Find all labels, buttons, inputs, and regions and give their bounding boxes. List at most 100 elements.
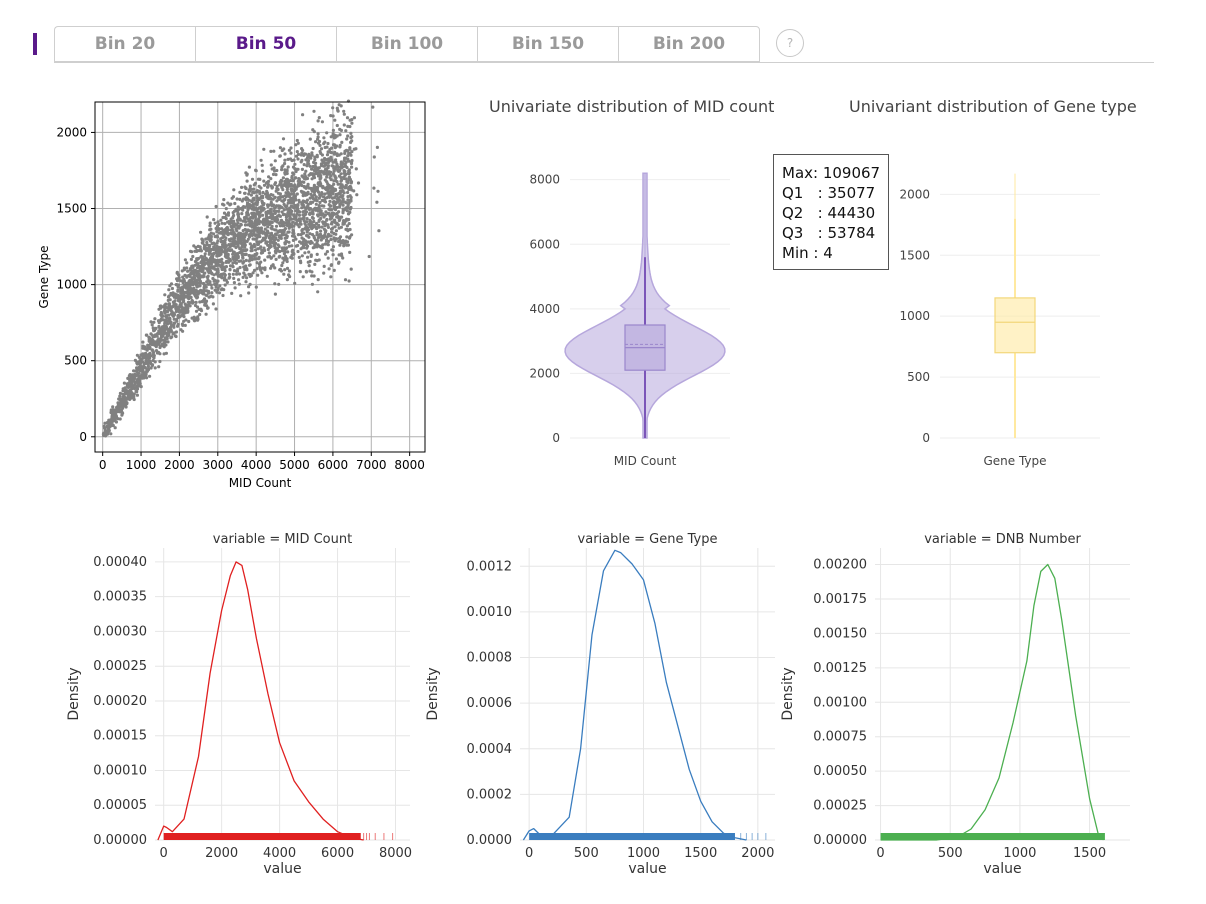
scatter-point	[299, 261, 303, 265]
scatter-point	[120, 410, 124, 414]
scatter-point	[179, 297, 183, 301]
scatter-point	[208, 221, 212, 225]
scatter-point	[308, 222, 312, 226]
scatter-point	[234, 261, 238, 265]
scatter-point	[227, 238, 231, 242]
scatter-point	[337, 169, 341, 173]
scatter-point	[245, 276, 249, 280]
scatter-point	[195, 285, 199, 289]
scatter-point	[342, 112, 346, 116]
scatter-point	[238, 217, 242, 221]
scatter-point	[137, 371, 141, 375]
scatter-point	[249, 231, 253, 235]
scatter-point	[307, 250, 311, 254]
scatter-point	[291, 220, 295, 224]
scatter-point	[340, 186, 344, 190]
scatter-point	[220, 257, 224, 261]
tab-bin-20[interactable]: Bin 20	[54, 26, 195, 62]
scatter-point	[296, 218, 300, 222]
scatter-point	[215, 281, 219, 285]
scatter-point	[340, 140, 344, 144]
scatter-point	[286, 201, 290, 205]
scatter-point	[294, 186, 298, 190]
scatter-point	[274, 236, 278, 240]
help-icon[interactable]: ?	[776, 29, 804, 57]
scatter-point	[241, 242, 246, 246]
scatter-point	[204, 257, 208, 261]
scatter-point	[311, 172, 315, 176]
scatter-point	[312, 219, 316, 224]
tab-bin-50[interactable]: Bin 50	[195, 26, 336, 62]
scatter-point	[249, 249, 253, 253]
scatter-point	[237, 235, 241, 239]
scatter-point	[271, 172, 276, 176]
scatter-point	[329, 204, 333, 208]
scatter-point	[287, 226, 291, 230]
tab-bin-200[interactable]: Bin 200	[618, 26, 760, 62]
scatter-point	[214, 204, 218, 209]
scatter-point	[230, 220, 234, 224]
scatter-point	[185, 266, 189, 270]
scatter-point	[193, 303, 198, 308]
scatter-point	[111, 405, 115, 409]
scatter-point	[339, 172, 343, 176]
scatter-point	[128, 392, 132, 396]
violin-mid-count[interactable]: 0 2000 4000 6000 8000 MID Count	[510, 160, 730, 480]
scatter-point	[231, 250, 235, 254]
x-axis-label: value	[628, 861, 666, 877]
tab-bin-150[interactable]: Bin 150	[477, 26, 618, 62]
scatter-point	[118, 394, 122, 398]
scatter-point	[192, 273, 196, 277]
scatter-point	[308, 196, 312, 200]
scatter-point	[208, 224, 212, 228]
scatter-point	[194, 309, 199, 313]
scatter-point	[117, 397, 121, 401]
scatter-point	[184, 318, 188, 322]
scatter-point	[231, 272, 235, 276]
scatter-point	[158, 359, 162, 364]
scatter-point	[347, 187, 351, 192]
scatter-point	[280, 230, 284, 234]
scatter-point	[223, 238, 227, 242]
scatter-point	[110, 414, 114, 418]
scatter-point	[114, 420, 118, 424]
scatter-point	[290, 256, 294, 260]
scatter-point	[131, 385, 135, 389]
scatter-point	[317, 223, 321, 227]
scatter-point	[204, 237, 208, 241]
scatter-point	[340, 163, 344, 167]
scatter-point	[280, 210, 284, 214]
scatter-point	[284, 218, 289, 222]
scatter-point	[210, 286, 214, 290]
scatter-point	[215, 290, 219, 294]
scatter-point	[319, 193, 323, 197]
scatter-point	[148, 359, 152, 363]
scatter-point	[252, 187, 256, 191]
scatter-point	[165, 322, 170, 326]
scatter-point	[284, 233, 288, 237]
scatter-point	[217, 227, 221, 231]
scatter-point	[147, 356, 151, 361]
scatter-point	[295, 138, 299, 143]
violin-gene-type[interactable]: 0 500 1000 1500 2000 Gene Type	[880, 160, 1100, 480]
scatter-point	[296, 152, 301, 156]
scatter-point	[273, 266, 277, 270]
scatter-point	[215, 241, 219, 245]
y-tick-label: 2000	[56, 125, 87, 139]
scatter-point	[229, 202, 233, 206]
scatter-point	[319, 209, 323, 213]
scatter-point	[301, 190, 305, 194]
scatter-point	[195, 257, 199, 262]
tab-bin-100[interactable]: Bin 100	[336, 26, 477, 62]
scatter-point	[291, 238, 295, 242]
scatter-point	[323, 171, 328, 175]
scatter-point	[174, 296, 178, 300]
scatter-point	[302, 215, 306, 220]
scatter-point	[262, 147, 266, 151]
scatter-point	[261, 201, 265, 205]
scatter-point	[256, 273, 260, 277]
scatter-point	[162, 332, 166, 336]
scatter-point	[251, 198, 255, 202]
scatter-point	[339, 202, 343, 206]
scatter-point	[299, 222, 303, 226]
